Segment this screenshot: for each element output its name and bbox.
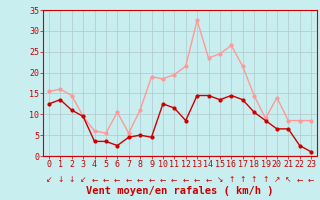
Text: ←: ← <box>171 175 178 184</box>
Text: ←: ← <box>137 175 143 184</box>
Text: ←: ← <box>194 175 200 184</box>
Text: ←: ← <box>91 175 98 184</box>
Text: ↑: ↑ <box>251 175 257 184</box>
Text: ↙: ↙ <box>80 175 86 184</box>
Text: ←: ← <box>205 175 212 184</box>
Text: ↗: ↗ <box>274 175 280 184</box>
Text: ←: ← <box>182 175 189 184</box>
Text: ←: ← <box>114 175 121 184</box>
Text: ←: ← <box>125 175 132 184</box>
Text: ↓: ↓ <box>68 175 75 184</box>
Text: ←: ← <box>308 175 314 184</box>
Text: ↑: ↑ <box>262 175 269 184</box>
Text: ←: ← <box>297 175 303 184</box>
Text: ↖: ↖ <box>285 175 292 184</box>
Text: ←: ← <box>160 175 166 184</box>
Text: ←: ← <box>148 175 155 184</box>
Text: ↙: ↙ <box>46 175 52 184</box>
Text: ↑: ↑ <box>239 175 246 184</box>
Text: ←: ← <box>103 175 109 184</box>
X-axis label: Vent moyen/en rafales ( km/h ): Vent moyen/en rafales ( km/h ) <box>86 186 274 196</box>
Text: ↘: ↘ <box>217 175 223 184</box>
Text: ↓: ↓ <box>57 175 63 184</box>
Text: ↑: ↑ <box>228 175 235 184</box>
